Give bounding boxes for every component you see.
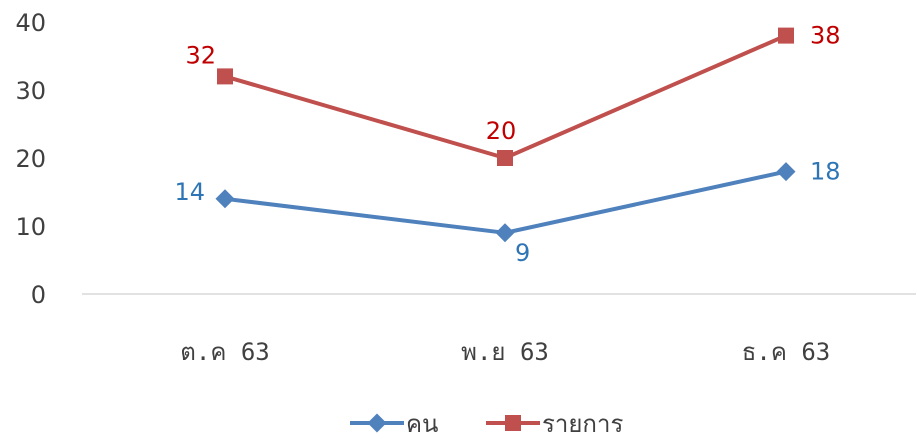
x-tick-label: ต.ค 63 [180, 338, 269, 366]
legend: คน รายการ [350, 410, 623, 438]
x-tick-label: ธ.ค 63 [742, 338, 831, 366]
y-axis-ticks: 0 10 20 30 40 [15, 9, 46, 309]
y-tick-label: 10 [15, 213, 46, 241]
legend-item: รายการ [486, 410, 623, 438]
series-line [224, 169, 787, 235]
legend-label: คน [406, 410, 438, 438]
y-tick-label: 30 [15, 77, 46, 105]
data-point-marker [495, 223, 515, 243]
legend-item: คน [350, 410, 438, 438]
data-point-marker [776, 162, 796, 182]
series-items: 32 20 38 [185, 22, 841, 166]
series-people: 14 9 18 [174, 158, 840, 267]
data-point-marker [367, 413, 387, 433]
data-point-marker [215, 189, 235, 209]
x-tick-label: พ.ย 63 [461, 338, 549, 366]
data-label: 38 [810, 22, 841, 50]
data-point-marker [505, 415, 521, 431]
y-tick-label: 40 [15, 9, 46, 37]
data-label: 9 [515, 239, 530, 267]
data-label: 32 [185, 41, 216, 69]
legend-label: รายการ [542, 410, 623, 438]
y-tick-label: 20 [15, 145, 46, 173]
data-point-marker [217, 68, 233, 85]
data-label: 14 [174, 178, 205, 206]
data-label: 18 [810, 158, 841, 186]
x-axis-ticks: ต.ค 63 พ.ย 63 ธ.ค 63 [180, 338, 830, 366]
data-label: 20 [486, 117, 517, 145]
data-point-marker [497, 150, 513, 166]
y-tick-label: 0 [31, 281, 46, 309]
series-layer: 14 9 18 32 20 38 [174, 22, 840, 267]
data-point-marker [778, 27, 794, 44]
